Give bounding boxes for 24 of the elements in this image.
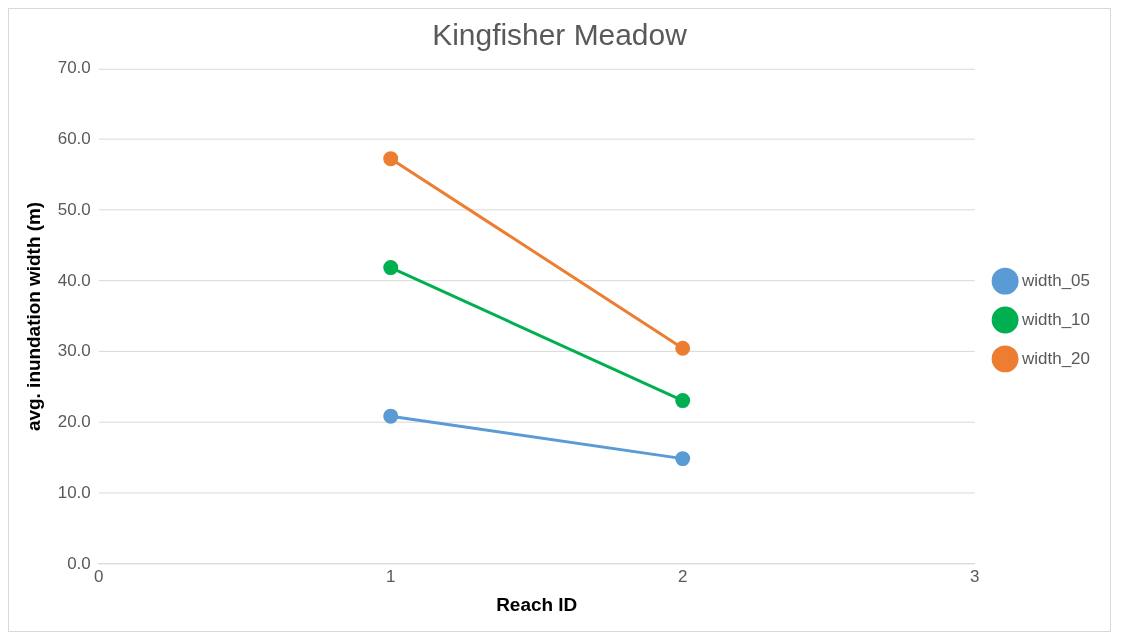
point bbox=[383, 408, 399, 424]
y-axis-title: avg. inundation width (m) bbox=[22, 201, 44, 431]
legend-label: width_10 bbox=[1021, 309, 1090, 329]
x-tick-label: 1 bbox=[386, 566, 396, 586]
y-tick-label: 40.0 bbox=[57, 270, 91, 290]
legend-label: width_05 bbox=[1021, 270, 1090, 290]
legend-label: width_20 bbox=[1021, 348, 1090, 368]
y-tick-label: 10.0 bbox=[57, 482, 91, 502]
x-tick-label: 0 bbox=[94, 566, 104, 586]
x-axis-title: Reach ID bbox=[496, 593, 578, 615]
point bbox=[383, 260, 399, 276]
y-tick-label: 70.0 bbox=[57, 58, 91, 78]
y-tick-label: 30.0 bbox=[57, 341, 91, 361]
y-tick-label: 20.0 bbox=[57, 412, 91, 432]
chart-title: Kingfisher Meadow bbox=[432, 18, 688, 52]
point bbox=[675, 451, 691, 467]
y-tick-label: 0.0 bbox=[67, 553, 91, 573]
point bbox=[675, 340, 691, 356]
point bbox=[383, 151, 399, 167]
y-tick-label: 50.0 bbox=[57, 199, 91, 219]
point bbox=[675, 393, 691, 409]
x-tick-label: 2 bbox=[677, 566, 688, 586]
y-tick-label: 60.0 bbox=[57, 129, 91, 149]
x-tick-label: 3 bbox=[969, 566, 980, 586]
